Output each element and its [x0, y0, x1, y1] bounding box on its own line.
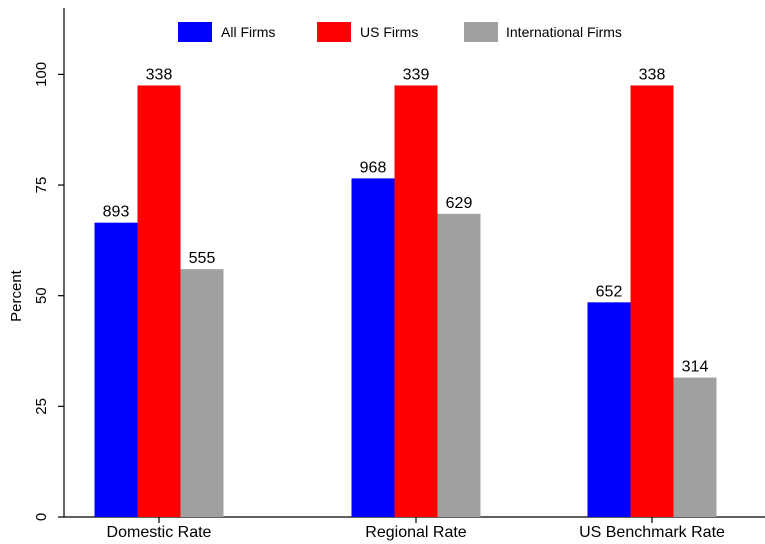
bar-labels: 893 338 555 968 339 629 652 338 314	[103, 66, 709, 375]
bar-all-firms	[351, 178, 395, 517]
bar-all-firms	[94, 222, 138, 517]
x-category-label: Regional Rate	[365, 524, 467, 541]
bar-data-label: 629	[446, 195, 473, 212]
bar-data-label: 314	[682, 359, 709, 376]
y-tick-label: 100	[33, 62, 50, 87]
bar-all-firms	[587, 302, 631, 517]
bar-international-firms	[437, 213, 481, 517]
bar-data-label: 652	[596, 283, 623, 300]
bar-data-label: 893	[103, 204, 130, 221]
x-category-label: US Benchmark Rate	[579, 524, 725, 541]
bar-international-firms	[673, 377, 717, 517]
legend-swatch	[317, 22, 351, 42]
legend-swatch	[178, 22, 212, 42]
y-tick-label: 50	[33, 287, 50, 304]
bar-us-firms	[394, 85, 438, 518]
bar-data-label: 968	[360, 159, 387, 176]
y-tick-label: 75	[33, 177, 50, 194]
legend-label: All Firms	[221, 24, 275, 40]
bar-data-label: 555	[189, 250, 216, 267]
legend-label: US Firms	[360, 24, 418, 40]
x-category-label: Domestic Rate	[107, 524, 212, 541]
y-tick-label: 25	[33, 398, 50, 415]
bar-data-label: 339	[403, 66, 430, 83]
legend: All Firms US Firms International Firms	[178, 22, 622, 42]
y-tick-label: 0	[33, 513, 50, 521]
bar-data-label: 338	[639, 66, 666, 83]
bar-international-firms	[180, 269, 224, 517]
axes: 0 25 50 75 100 Domestic Rate Regional Rate US B…	[33, 8, 765, 541]
bar-data-label: 338	[146, 66, 173, 83]
legend-swatch	[464, 22, 498, 42]
bars	[94, 85, 717, 518]
bar-us-firms	[137, 85, 181, 518]
bar-us-firms	[630, 85, 674, 518]
y-axis-title: Percent	[8, 269, 25, 322]
legend-label: International Firms	[506, 24, 622, 40]
